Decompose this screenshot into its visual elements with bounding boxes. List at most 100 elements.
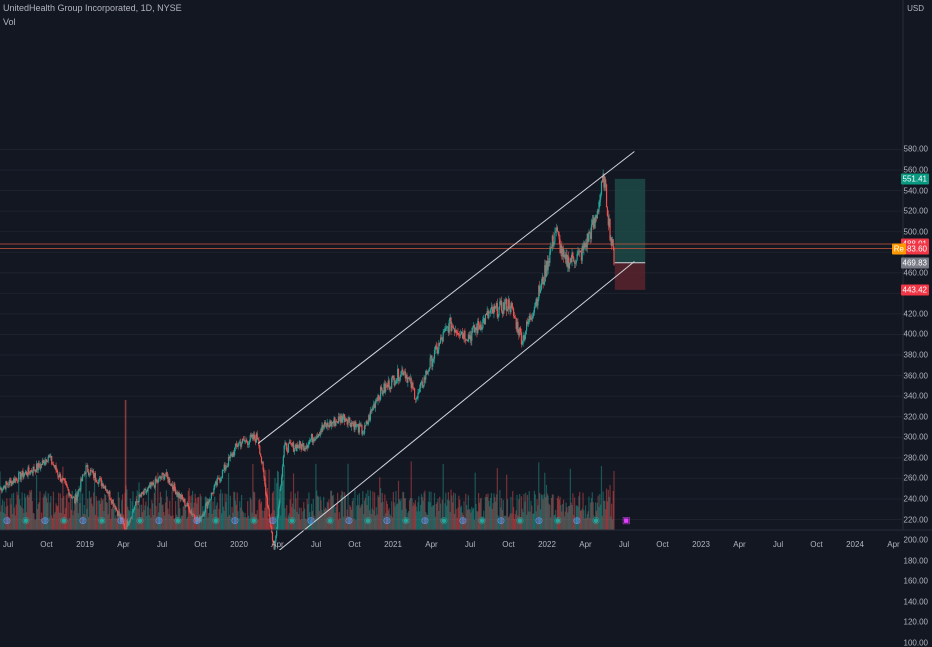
volume-bar [378, 497, 380, 530]
volume-bar [298, 513, 300, 530]
volume-bar [502, 500, 504, 530]
earnings-event-icon[interactable]: ◍ [3, 515, 11, 525]
volume-bar [253, 491, 255, 530]
dividend-event-icon[interactable]: ◉ [136, 515, 144, 525]
volume-bar [51, 515, 53, 530]
earnings-event-icon[interactable]: ◍ [497, 515, 505, 525]
candle-body [102, 483, 104, 489]
volume-bar [461, 512, 463, 530]
candle-body [85, 465, 87, 475]
dividend-event-icon[interactable]: ◉ [326, 515, 334, 525]
dividend-event-icon[interactable]: ◉ [60, 515, 68, 525]
candle-body [439, 342, 441, 344]
candle-body [282, 456, 284, 467]
earnings-event-icon[interactable]: ◍ [231, 515, 239, 525]
price-tick: 400.00 [903, 329, 928, 339]
earnings-event-icon[interactable]: ◍ [193, 515, 201, 525]
volume-bar [228, 515, 231, 530]
candle-body [327, 422, 329, 426]
symbol-title[interactable]: UnitedHealth Group Incorporated, 1D, NYS… [3, 3, 182, 13]
candle-body [459, 334, 462, 336]
candle-body [32, 466, 34, 474]
dividend-event-icon[interactable]: ◉ [288, 515, 296, 525]
candle-body [150, 482, 152, 488]
dividend-event-icon[interactable]: ◉ [212, 515, 220, 525]
dividend-event-icon[interactable]: ◉ [98, 515, 106, 525]
price-tick: 320.00 [903, 412, 928, 422]
volume-bar [515, 510, 517, 530]
dividend-event-icon[interactable]: ◉ [364, 515, 372, 525]
candle-body [409, 378, 411, 380]
channel-line [278, 261, 635, 550]
dividend-event-icon[interactable]: ◉ [516, 515, 524, 525]
volume-bar [509, 513, 511, 530]
candle-body [141, 492, 144, 494]
candle-body [311, 434, 314, 443]
volume-bar [191, 495, 193, 530]
earnings-event-icon[interactable]: ◍ [79, 515, 87, 525]
dividend-event-icon[interactable]: ◉ [592, 515, 600, 525]
upcoming-earnings-icon[interactable]: ▣ [622, 515, 631, 525]
candle-body [15, 478, 17, 480]
dividend-event-icon[interactable]: ◉ [478, 515, 486, 525]
price-chart[interactable] [0, 0, 932, 550]
candle-body [364, 425, 366, 427]
earnings-event-icon[interactable]: ◍ [345, 515, 353, 525]
earnings-event-icon[interactable]: ◍ [41, 515, 49, 525]
volume-bar [559, 496, 561, 530]
candle-body [599, 199, 601, 202]
candle-body [214, 481, 217, 485]
dividend-event-icon[interactable]: ◉ [22, 515, 30, 525]
earnings-event-icon[interactable]: ◍ [421, 515, 429, 525]
volume-bar [77, 513, 79, 530]
price-tick: 140.00 [903, 597, 928, 607]
candle-body [0, 487, 2, 489]
volume-bar [34, 519, 36, 530]
time-tick: Jul [310, 540, 322, 549]
candle-body [365, 421, 367, 426]
volume-bar [352, 498, 354, 530]
volume-bar [465, 493, 467, 530]
earnings-event-icon[interactable]: ◍ [459, 515, 467, 525]
earnings-event-icon[interactable]: ◍ [269, 515, 277, 525]
volume-bar [156, 516, 158, 530]
earnings-event-icon[interactable]: ◍ [155, 515, 163, 525]
candle-body [255, 433, 257, 443]
candle-body [12, 481, 14, 484]
volume-bar [134, 506, 136, 530]
earnings-event-icon[interactable]: ◍ [573, 515, 581, 525]
volume-bar [264, 507, 266, 530]
candle-body [412, 382, 414, 388]
dividend-event-icon[interactable]: ◉ [440, 515, 448, 525]
earnings-event-icon[interactable]: ◍ [383, 515, 391, 525]
earnings-event-icon[interactable]: ◍ [307, 515, 315, 525]
volume-indicator-label[interactable]: Vol [3, 17, 16, 27]
volume-bar [598, 506, 600, 530]
candle-body [236, 445, 238, 447]
candle-body [558, 234, 560, 240]
volume-bar [190, 502, 192, 530]
candle-body [276, 528, 278, 537]
volume-bar [354, 490, 356, 530]
volume-bar [131, 501, 133, 530]
candle-body [450, 317, 452, 331]
dividend-event-icon[interactable]: ◉ [250, 515, 258, 525]
candle-body [498, 306, 500, 316]
candle-body [146, 488, 149, 492]
earnings-event-icon[interactable]: ◍ [535, 515, 543, 525]
candle-body [253, 434, 255, 440]
candle-body [116, 510, 119, 516]
candle-body [403, 372, 405, 376]
candle-body [455, 329, 457, 333]
alert-badge[interactable]: Re [891, 243, 906, 255]
earnings-event-icon[interactable]: ◍ [117, 515, 125, 525]
dividend-event-icon[interactable]: ◉ [174, 515, 182, 525]
candle-body [448, 319, 450, 333]
volume-bar [294, 493, 296, 530]
volume-bar [327, 502, 329, 530]
dividend-event-icon[interactable]: ◉ [402, 515, 410, 525]
dividend-event-icon[interactable]: ◉ [554, 515, 562, 525]
candle-body [516, 321, 518, 329]
volume-bar [606, 501, 609, 530]
candle-body [81, 474, 84, 482]
